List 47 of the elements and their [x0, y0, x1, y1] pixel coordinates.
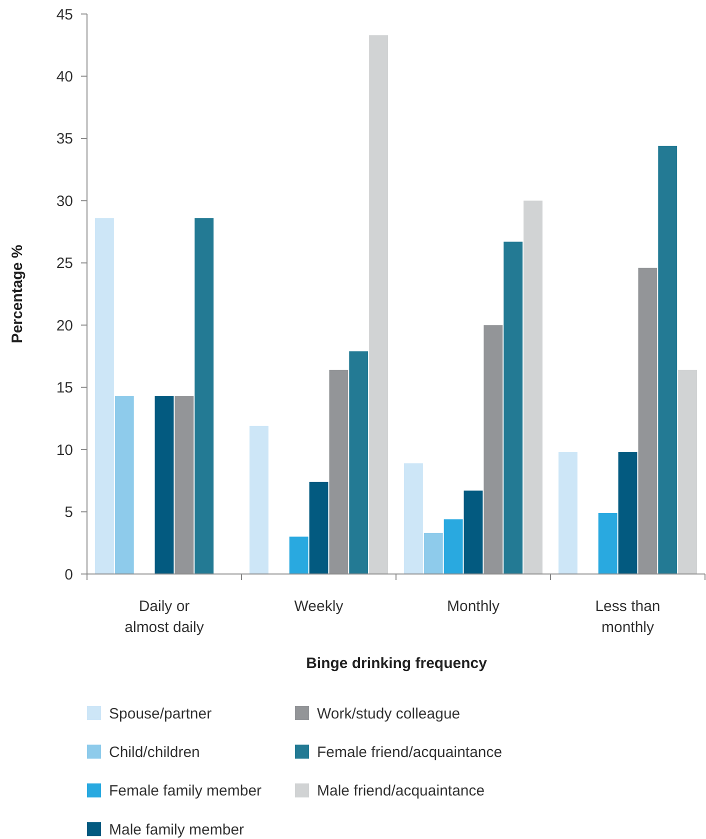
bar	[174, 396, 194, 574]
y-tick-label: 5	[64, 504, 73, 522]
x-axis-title: Binge drinking frequency	[306, 655, 488, 672]
x-tick-label: Weekly	[294, 598, 344, 615]
bar	[524, 200, 542, 574]
legend-label: Child/children	[109, 744, 200, 761]
bar	[349, 351, 368, 574]
bar	[309, 482, 328, 574]
bar	[95, 218, 114, 574]
bar	[678, 370, 697, 574]
y-tick-label: 10	[56, 442, 73, 459]
bar	[154, 396, 174, 574]
bar	[369, 35, 388, 574]
y-tick-label: 40	[56, 68, 73, 86]
bar	[504, 242, 523, 574]
x-tick-label: Daily or almost daily	[124, 598, 204, 636]
bar	[618, 452, 638, 574]
y-tick-label: 30	[56, 192, 73, 210]
bar	[114, 396, 134, 574]
legend-label: Male friend/acquaintance	[317, 782, 485, 800]
x-tick-label: Monthly	[446, 598, 500, 615]
bar	[424, 532, 443, 574]
bar	[194, 218, 214, 574]
bar	[404, 463, 423, 574]
y-tick-label: 25	[56, 255, 73, 272]
bar	[250, 426, 268, 574]
y-tick-label: 35	[56, 130, 73, 148]
y-tick-label: 0	[64, 566, 73, 584]
bar	[658, 146, 678, 574]
legend-label: Work/study colleague	[317, 705, 460, 722]
legend-label: Female friend/acquaintance	[317, 744, 502, 761]
y-tick-label: 15	[56, 380, 73, 397]
bar	[558, 452, 578, 574]
bar	[638, 268, 658, 574]
x-tick-label: Less than monthly	[595, 598, 660, 636]
bar	[598, 513, 618, 574]
bar	[289, 536, 308, 574]
y-tick-label: 20	[56, 317, 73, 334]
y-tick-label: 45	[56, 6, 73, 24]
bar	[464, 490, 483, 574]
bar	[444, 519, 463, 574]
legend-label: Female family member	[109, 782, 262, 800]
legend-label: Spouse/partner	[109, 705, 212, 722]
bar	[484, 325, 503, 574]
legend-label: Male family member	[109, 821, 244, 838]
bar	[329, 370, 348, 574]
y-axis-title: Percentage %	[9, 244, 26, 344]
